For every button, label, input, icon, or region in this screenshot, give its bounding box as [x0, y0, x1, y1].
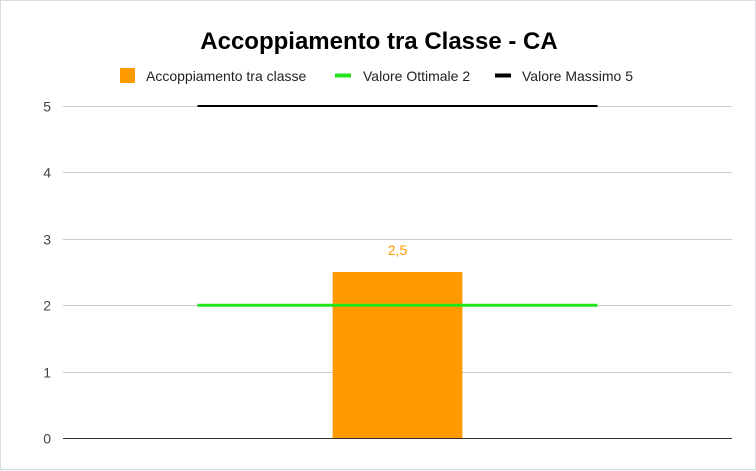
bar-0-0: [332, 272, 463, 438]
legend-swatch-bar: [120, 68, 135, 83]
legend-item-max: Valore Massimo 5: [495, 68, 633, 84]
y-tick-label-5: 5: [43, 99, 51, 115]
y-tick-label-2: 2: [43, 298, 51, 314]
y-axis-ticks: 0 1 2 3 4 5: [43, 99, 51, 447]
legend-label-bar: Accoppiamento tra classe: [146, 68, 307, 84]
legend-item-optimal: Valore Ottimale 2: [335, 68, 470, 84]
chart-title: Accoppiamento tra Classe - CA: [200, 28, 557, 55]
y-tick-label-3: 3: [43, 232, 51, 248]
bars: [332, 272, 463, 438]
legend-item-bar: Accoppiamento tra classe: [120, 68, 307, 84]
data-labels: 2,5: [388, 242, 408, 258]
y-tick-label-1: 1: [43, 365, 51, 381]
bar-data-label-0: 2,5: [388, 242, 408, 258]
legend-label-max: Valore Massimo 5: [522, 68, 633, 84]
legend-label-optimal: Valore Ottimale 2: [363, 68, 470, 84]
legend: Accoppiamento tra classe Valore Ottimale…: [120, 68, 633, 84]
y-tick-label-0: 0: [43, 431, 51, 447]
series-lines: [197, 105, 598, 307]
y-tick-label-4: 4: [43, 165, 51, 181]
